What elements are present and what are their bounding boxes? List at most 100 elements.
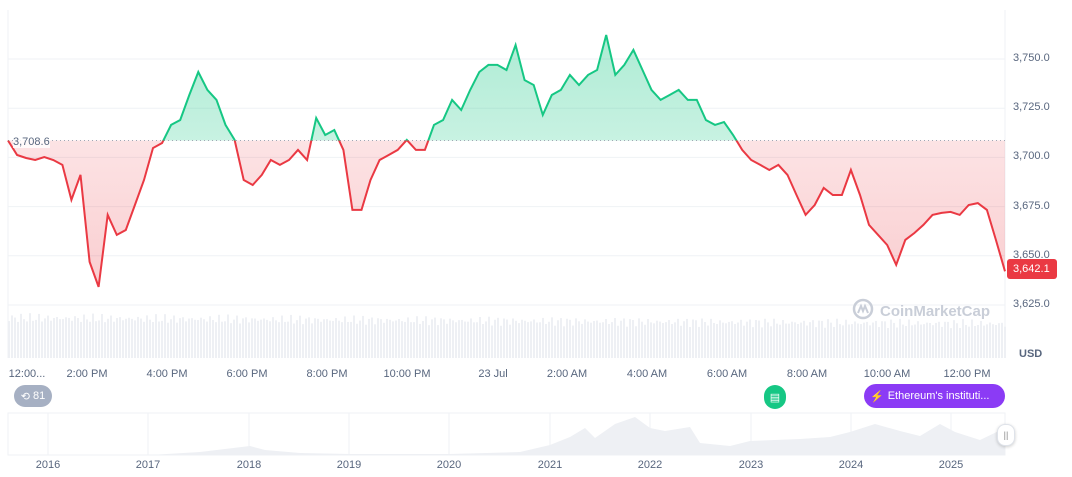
volume-bar [422,321,424,358]
volume-bar [884,321,886,358]
volume-bar [26,321,28,358]
news-marker[interactable]: ⚡ Ethereum's instituti... [864,384,1005,408]
history-count: 81 [32,390,46,402]
year-label: 2017 [135,459,161,471]
document-icon: ▤ [769,391,781,404]
volume-bar [872,322,874,358]
x-tick-label: 4:00 PM [146,368,188,380]
volume-bar [905,326,907,358]
watermark-text: CoinMarketCap [880,302,991,320]
volume-bar [107,318,109,358]
history-badge[interactable]: ⟲ 81 [14,385,52,407]
volume-bar [29,313,31,358]
volume-bar [662,322,664,358]
volume-bar [746,321,748,358]
volume-bar [239,323,241,358]
volume-bar [368,318,370,358]
volume-bar [866,321,868,358]
volume-bar [863,322,865,358]
volume-bar [416,316,418,358]
volume-bar [158,321,160,358]
volume-bar [251,318,253,358]
volume-bar [686,318,688,358]
volume-bar [179,318,181,358]
volume-bar [530,321,532,358]
volume-bar [62,319,64,358]
volume-bar [821,320,823,358]
volume-bar [461,319,463,358]
volume-bar [560,318,562,358]
volume-bar [701,318,703,358]
navigator-handle[interactable]: || [997,424,1015,446]
volume-bar [290,314,292,358]
volume-bar [800,322,802,358]
currency-label: USD [1019,348,1043,360]
volume-bar [935,322,937,358]
volume-bar [755,320,757,358]
volume-bar [242,318,244,358]
volume-bar [446,323,448,358]
volume-bar [953,320,955,358]
volume-bar [278,322,280,358]
volume-bar [776,323,778,358]
year-label: 2021 [537,459,563,471]
volume-bar [740,319,742,358]
watermark: CoinMarketCap [852,298,990,324]
volume-bar [8,321,10,358]
volume-bar [299,315,301,358]
volume-bar [185,321,187,358]
volume-bar [938,321,940,358]
volume-bar [557,320,559,358]
volume-bar [647,319,649,358]
volume-bar [650,322,652,358]
volume-bar [998,323,1000,358]
volume-bar [164,314,166,358]
volume-bar [947,321,949,358]
volume-bar [782,320,784,358]
volume-bar [623,318,625,358]
volume-bar [836,318,838,358]
volume-bar [503,318,505,358]
volume-bar [830,322,832,358]
volume-bar [413,322,415,358]
volume-bar [470,318,472,358]
volume-bar [128,317,130,358]
volume-bar [854,321,856,358]
volume-bar [521,319,523,358]
volume-bar [857,323,859,358]
volume-bar [230,323,232,358]
volume-bar [878,327,880,358]
volume-bar [860,324,862,358]
year-label: 2024 [838,459,864,471]
volume-bar [851,324,853,358]
volume-bar [827,319,829,358]
volume-bar [89,321,91,358]
volume-bar [722,322,724,358]
volume-bar [50,320,52,358]
volume-bar [332,320,334,358]
volume-bar [68,317,70,358]
volume-bar [728,321,730,358]
volume-bar [452,320,454,358]
year-label: 2022 [637,459,663,471]
volume-bar [515,320,517,358]
volume-bar [845,319,847,358]
volume-bar [983,325,985,358]
x-tick-label: 2:00 PM [66,368,108,380]
volume-bar [161,320,163,358]
volume-bar [473,322,475,358]
volume-bar [173,315,175,358]
volume-bar [125,318,127,358]
volume-bar [602,322,604,358]
document-marker[interactable]: ▤ [764,385,786,409]
baseline-label: 3,708.6 [13,136,50,148]
news-label: Ethereum's instituti... [887,390,990,402]
volume-bar [485,321,487,358]
volume-bar [581,323,583,358]
volume-bar [479,317,481,358]
volume-bar [611,322,613,358]
volume-bar [626,326,628,358]
volume-bar [224,321,226,358]
